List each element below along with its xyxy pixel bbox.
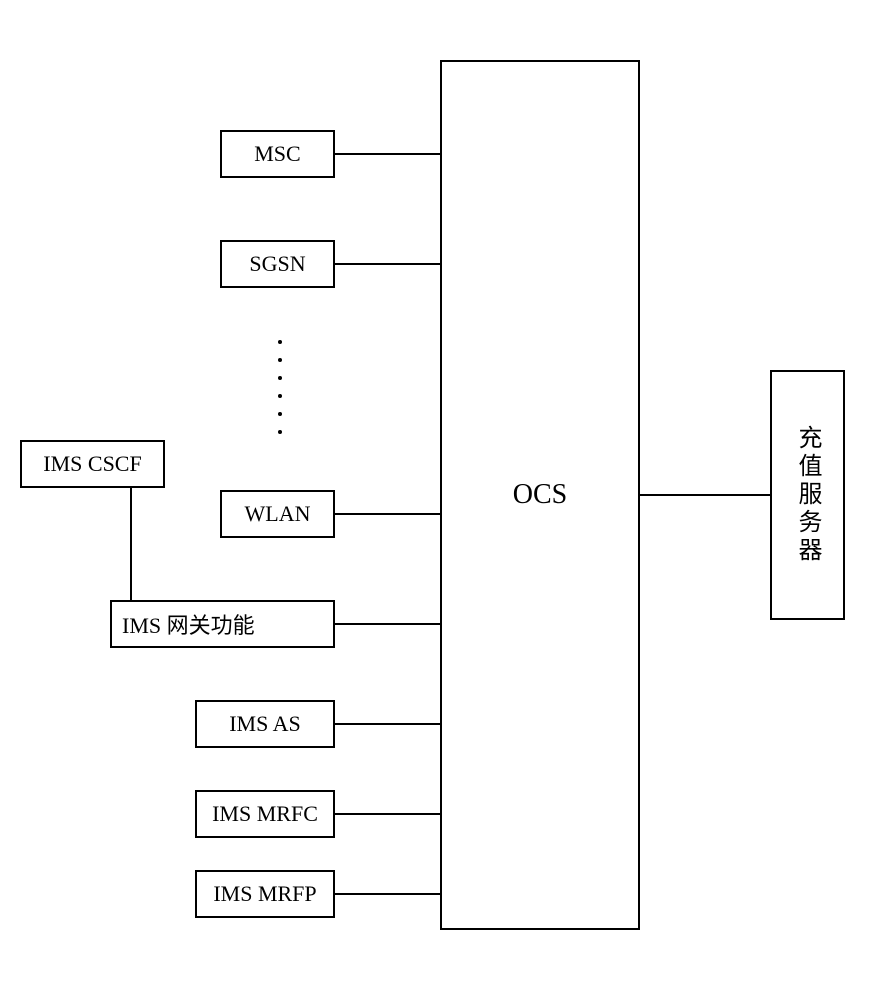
- ellipsis-dot: [278, 394, 282, 398]
- ims-cscf-node: IMS CSCF: [20, 440, 165, 488]
- msc-label: MSC: [254, 141, 300, 167]
- ocs-label: OCS: [513, 479, 567, 511]
- ims-mrfp-node: IMS MRFP: [195, 870, 335, 918]
- ims-mrfp-ocs-edge: [335, 893, 440, 895]
- ellipsis-dot: [278, 412, 282, 416]
- msc-node: MSC: [220, 130, 335, 178]
- sgsn-label: SGSN: [249, 251, 305, 277]
- ims-cscf-gateway-edge: [130, 488, 132, 600]
- ocs-node: OCS: [440, 60, 640, 930]
- msc-ocs-edge: [335, 153, 440, 155]
- ims-as-ocs-edge: [335, 723, 440, 725]
- recharge-server-label: 充值服务器: [790, 425, 825, 565]
- ellipsis-dot: [278, 376, 282, 380]
- recharge-server-node: 充值服务器: [770, 370, 845, 620]
- ims-gateway-node: IMS 网关功能: [110, 600, 335, 648]
- ims-gateway-label: IMS 网关功能: [122, 608, 255, 640]
- ims-as-label: IMS AS: [229, 711, 301, 737]
- sgsn-ocs-edge: [335, 263, 440, 265]
- ims-cscf-label: IMS CSCF: [43, 451, 141, 477]
- wlan-label: WLAN: [245, 501, 311, 527]
- wlan-ocs-edge: [335, 513, 440, 515]
- ims-mrfc-label: IMS MRFC: [212, 801, 318, 827]
- sgsn-node: SGSN: [220, 240, 335, 288]
- wlan-node: WLAN: [220, 490, 335, 538]
- ims-gateway-ocs-edge: [335, 623, 440, 625]
- ims-mrfc-node: IMS MRFC: [195, 790, 335, 838]
- ims-as-node: IMS AS: [195, 700, 335, 748]
- ocs-recharge-edge: [640, 494, 770, 496]
- ellipsis-dot: [278, 340, 282, 344]
- ims-mrfp-label: IMS MRFP: [213, 881, 316, 907]
- ims-mrfc-ocs-edge: [335, 813, 440, 815]
- ellipsis-dot: [278, 358, 282, 362]
- ellipsis-dot: [278, 430, 282, 434]
